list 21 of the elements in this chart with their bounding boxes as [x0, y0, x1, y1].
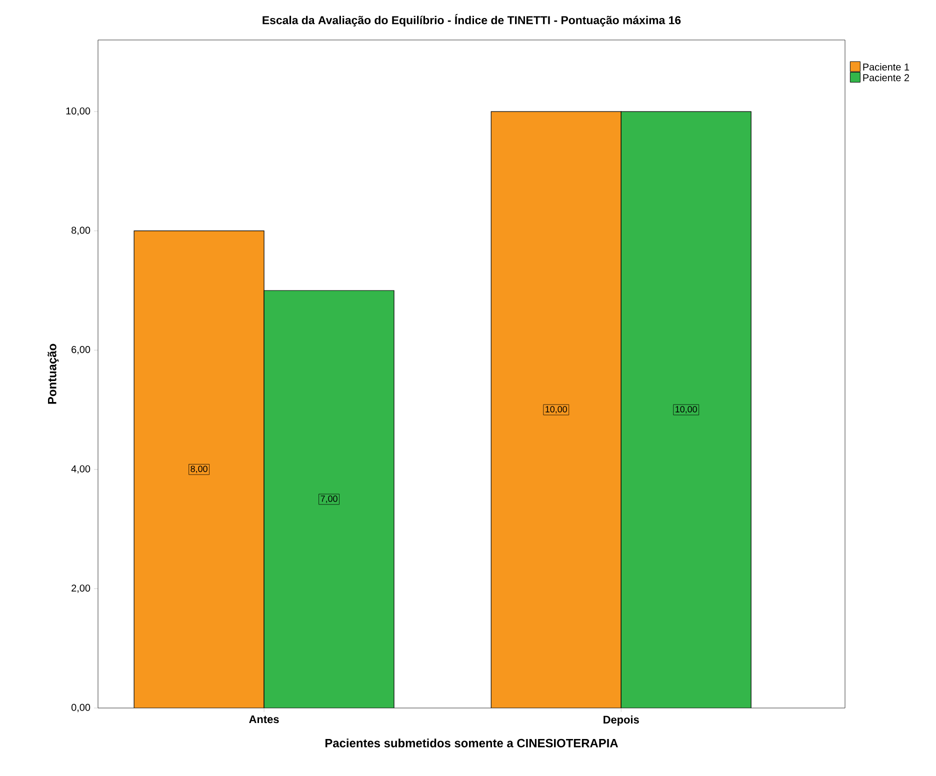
y-tick-label: 0,00: [71, 704, 90, 712]
x-tick-label: Depois: [604, 716, 639, 726]
data-label: 10,00: [546, 406, 568, 414]
bar: [490, 111, 622, 708]
data-label: 10,00: [676, 406, 697, 414]
bar: [264, 290, 394, 708]
chart-title: Escala da Avaliação do Equilíbrio - Índice de TINETTI - Pontuação máxima 16: [262, 14, 681, 26]
y-axis-title: Pontuação: [48, 344, 59, 404]
bar: [620, 111, 752, 708]
y-tick-label: 8,00: [72, 226, 90, 235]
y-tick-label: 4,00: [71, 465, 90, 474]
data-label: 7,00: [320, 496, 338, 503]
x-axis-title: Pacientes submetidos somente a CINESIOTERAPIA: [325, 738, 618, 748]
legend-label: Paciente 2: [863, 74, 910, 82]
x-tick-label: Antes: [249, 716, 279, 724]
y-tick-label: 6,00: [72, 346, 90, 354]
y-tick-label: 2,00: [72, 584, 90, 593]
bar: [134, 230, 264, 708]
legend-label: Paciente 1: [863, 63, 910, 71]
data-label: 8,00: [190, 466, 208, 474]
y-tick-label: 10,00: [66, 107, 90, 116]
